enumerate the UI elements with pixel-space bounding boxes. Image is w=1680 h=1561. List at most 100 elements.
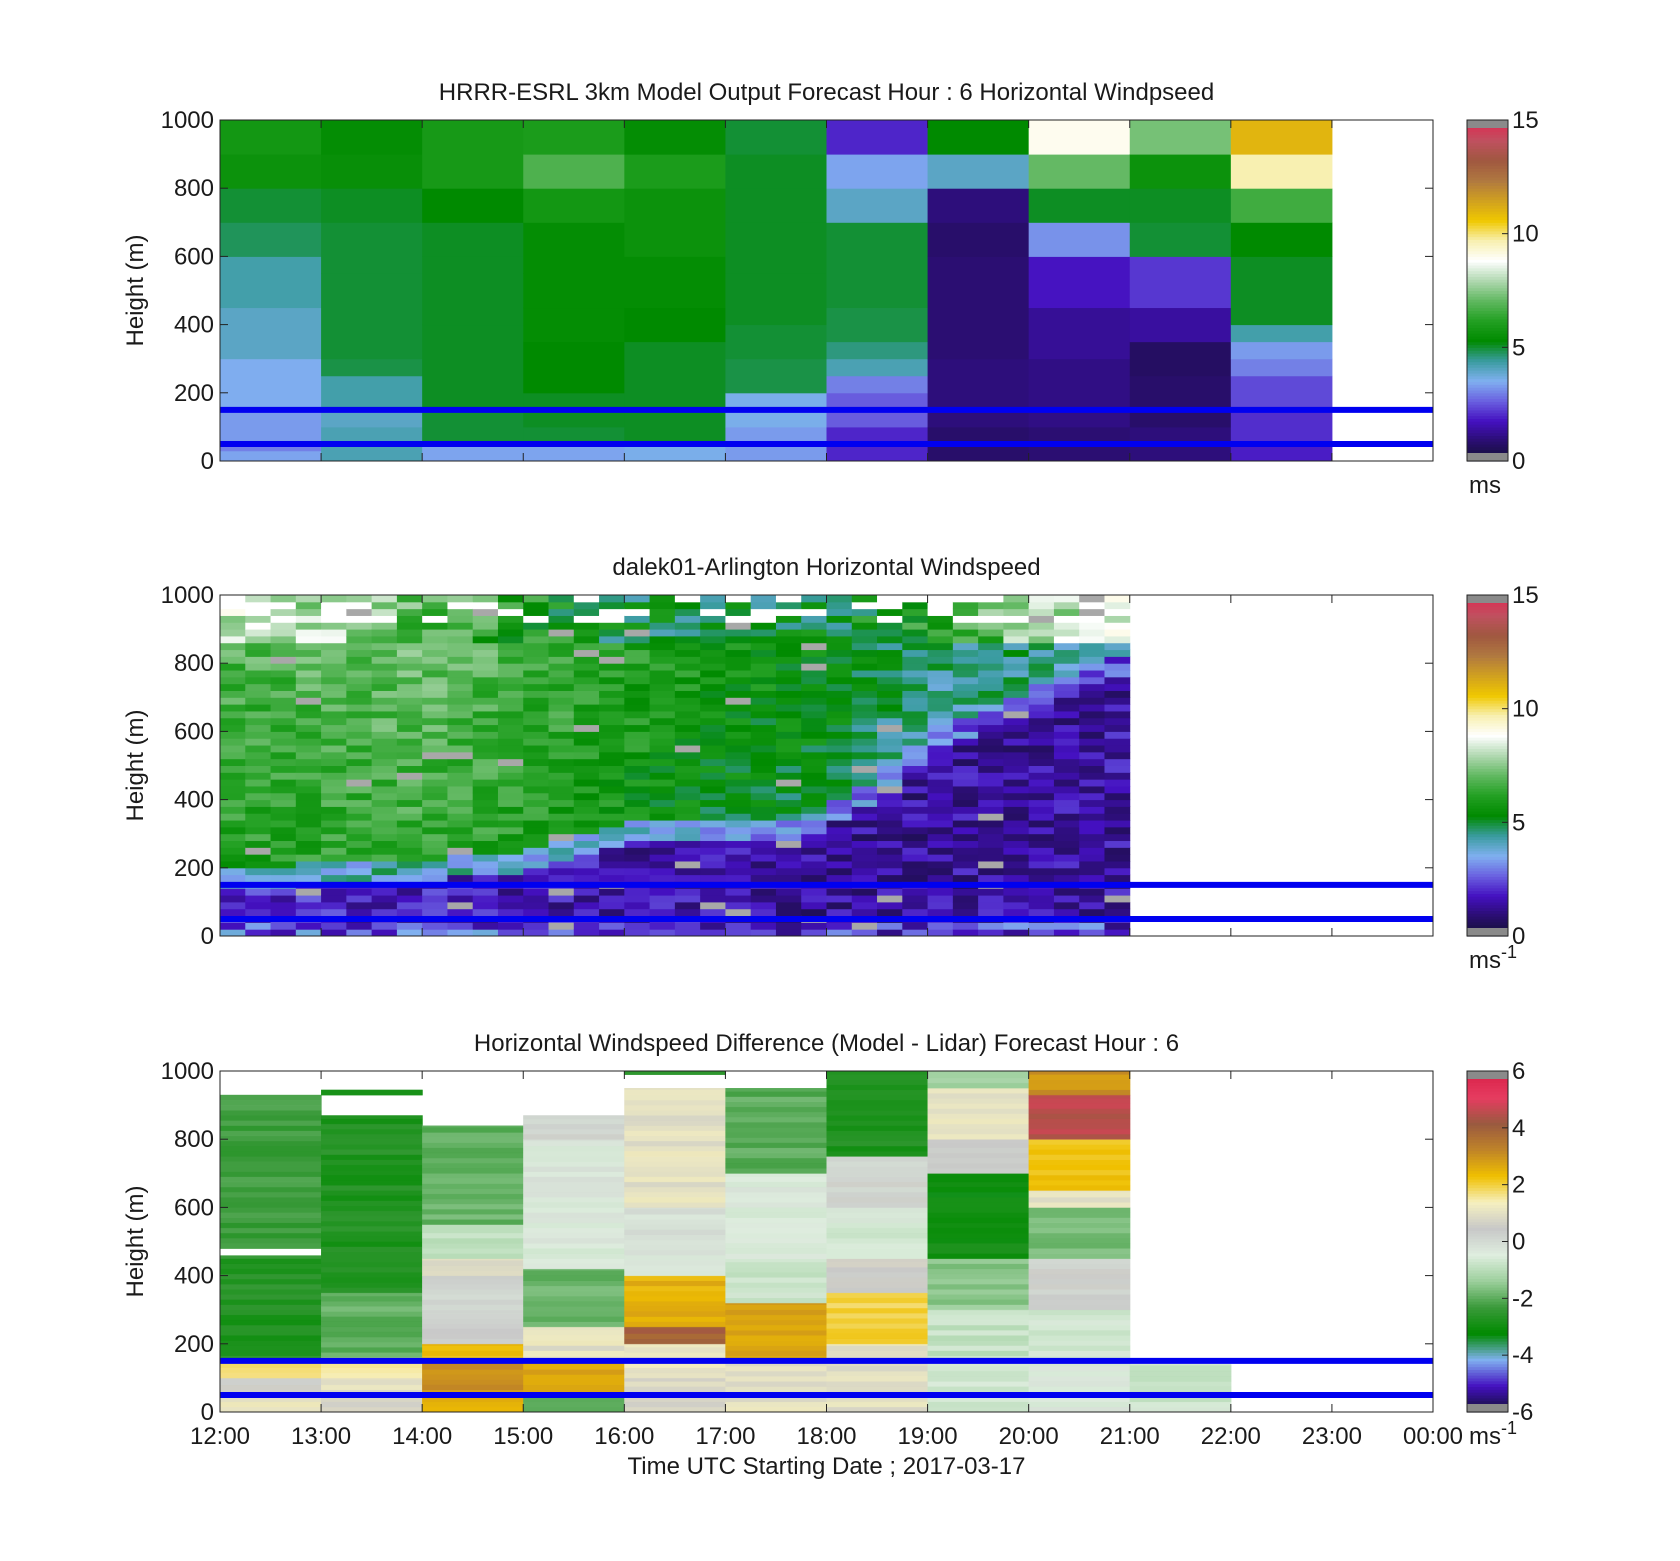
heatmap-band <box>725 1401 827 1408</box>
heatmap-band <box>624 1186 726 1193</box>
heatmap-band <box>422 1270 524 1276</box>
heatmap-cell <box>1079 888 1105 896</box>
heatmap-cell <box>422 622 448 630</box>
heatmap-cell <box>1028 779 1055 787</box>
heatmap-cell <box>548 751 575 760</box>
heatmap-cell <box>1079 717 1105 726</box>
heatmap-band <box>826 1207 929 1213</box>
heatmap-cell <box>927 922 954 930</box>
heatmap-cell <box>624 622 651 630</box>
heatmap-cell <box>295 710 322 719</box>
colorbar-swatch <box>1467 225 1508 229</box>
heatmap-cell <box>750 697 777 705</box>
heatmap-cell <box>1028 663 1055 671</box>
heatmap-cell <box>523 847 550 855</box>
heatmap-cell <box>902 820 929 828</box>
heatmap-cell <box>877 840 903 848</box>
colorbar-tick-label: 15 <box>1512 582 1539 609</box>
colorbar-swatch <box>1467 156 1508 161</box>
heatmap-cell <box>1079 772 1105 780</box>
heatmap-cell <box>497 888 524 896</box>
heatmap-cell <box>1104 595 1131 603</box>
heatmap-cell <box>902 779 929 787</box>
heatmap-cell <box>396 860 423 869</box>
heatmap-band <box>1028 1294 1131 1300</box>
heatmap-cell <box>497 670 524 678</box>
heatmap-cell <box>902 888 929 896</box>
heatmap-band <box>725 1297 827 1304</box>
heatmap-cell <box>902 738 929 746</box>
heatmap-cell <box>725 629 752 637</box>
heatmap-cell <box>321 820 347 828</box>
heatmap-cell <box>826 724 853 732</box>
heatmap-cell <box>1104 854 1131 862</box>
heatmap-band <box>523 1330 625 1336</box>
heatmap-cell <box>220 765 246 773</box>
heatmap-cell <box>321 901 347 910</box>
heatmap-cell <box>1079 629 1105 637</box>
heatmap-cell <box>1104 656 1131 664</box>
heatmap-cell <box>396 874 423 882</box>
heatmap-band <box>826 1297 929 1304</box>
heatmap-cell <box>245 901 272 910</box>
heatmap-cell <box>573 683 600 691</box>
heatmap-cell <box>624 649 651 657</box>
heatmap-cell <box>978 622 1004 630</box>
heatmap-cell <box>321 690 347 698</box>
colorbar-swatch <box>1467 279 1508 283</box>
y-tick-label: 0 <box>201 448 214 475</box>
heatmap-cell <box>548 731 575 739</box>
heatmap-cell <box>295 826 322 835</box>
heatmap-cell <box>346 608 373 616</box>
heatmap-cell <box>826 772 853 780</box>
heatmap-band <box>523 1181 625 1188</box>
heatmap-cell <box>927 670 954 678</box>
colorbar-swatch <box>1467 1176 1508 1180</box>
heatmap-cell <box>497 601 524 610</box>
heatmap-cell <box>523 813 550 821</box>
heatmap-cell <box>649 758 676 766</box>
heatmap-cell <box>851 840 878 848</box>
heatmap-band <box>826 1333 929 1339</box>
heatmap-cell <box>1079 758 1105 766</box>
heatmap-cell <box>220 307 322 360</box>
heatmap-cell <box>220 595 246 603</box>
heatmap-cell <box>700 608 726 616</box>
heatmap-cell <box>649 676 676 685</box>
heatmap-cell <box>295 833 322 842</box>
heatmap-cell <box>523 860 550 869</box>
colorbar-swatch <box>1467 290 1508 294</box>
heatmap-cell <box>725 154 827 189</box>
heatmap-cell <box>523 799 550 807</box>
heatmap-cell <box>422 656 448 664</box>
heatmap-band <box>220 1140 322 1147</box>
heatmap-cell <box>1003 895 1030 903</box>
heatmap-cell <box>346 792 373 801</box>
heatmap-cell <box>523 765 550 773</box>
heatmap-band <box>422 1338 524 1345</box>
heatmap-band <box>1028 1319 1131 1326</box>
heatmap-band <box>220 1094 322 1101</box>
heatmap-band <box>725 1117 827 1123</box>
heatmap-cell <box>321 663 347 671</box>
colorbar-frame <box>1466 119 1509 462</box>
heatmap-cell <box>1230 409 1333 445</box>
heatmap-band <box>220 1345 322 1351</box>
heatmap-cell <box>548 656 575 664</box>
heatmap-cell <box>1230 341 1333 360</box>
heatmap-band <box>422 1147 524 1154</box>
heatmap-cell <box>851 929 878 936</box>
heatmap-cell <box>371 847 398 855</box>
colorbar-swatch <box>1467 876 1508 880</box>
heatmap-cell <box>396 922 423 930</box>
colorbar-swatch <box>1467 768 1508 772</box>
heatmap-cell <box>674 860 701 869</box>
heatmap-band <box>725 1111 827 1118</box>
heatmap-cell <box>851 601 878 610</box>
heatmap-cell <box>548 601 575 610</box>
heatmap-cell <box>1104 901 1131 910</box>
heatmap-band <box>826 1140 929 1147</box>
heatmap-cell <box>649 745 676 753</box>
heatmap-cell <box>750 731 777 739</box>
